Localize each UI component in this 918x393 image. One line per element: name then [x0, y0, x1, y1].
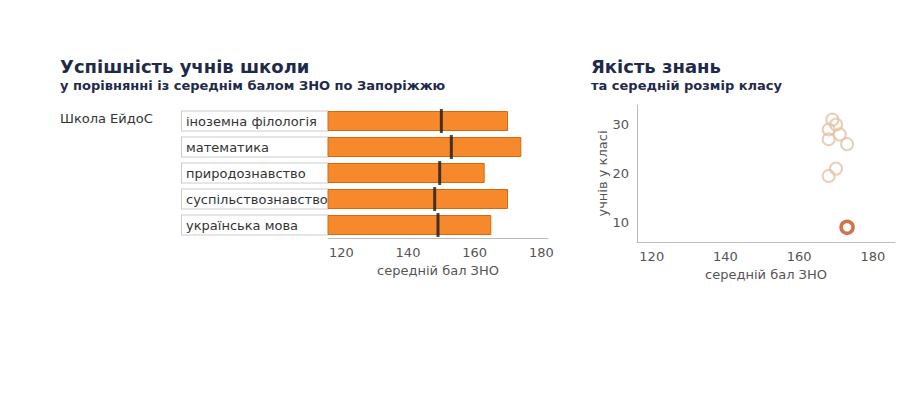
svg-text:природознавство: природознавство — [186, 166, 306, 181]
svg-text:середній бал ЗНО: середній бал ЗНО — [705, 267, 827, 282]
svg-text:30: 30 — [612, 117, 629, 132]
svg-text:Школа ЕйдоС: Школа ЕйдоС — [60, 111, 153, 126]
svg-text:140: 140 — [396, 245, 421, 260]
svg-text:160: 160 — [787, 249, 812, 264]
svg-text:140: 140 — [713, 249, 738, 264]
svg-text:суспільствознавство: суспільствознавство — [186, 192, 328, 207]
svg-text:середній бал ЗНО: середній бал ЗНО — [377, 263, 499, 278]
svg-text:120: 120 — [639, 249, 664, 264]
svg-text:10: 10 — [612, 215, 629, 230]
svg-text:20: 20 — [612, 166, 629, 181]
svg-text:Якість знань: Якість знань — [591, 56, 721, 77]
svg-text:Успішність учнів школи: Успішність учнів школи — [60, 56, 309, 77]
svg-text:та середній розмір класу: та середній розмір класу — [591, 78, 783, 93]
svg-text:180: 180 — [860, 249, 885, 264]
svg-text:120: 120 — [329, 245, 354, 260]
svg-text:у порівнянні із середнім балом: у порівнянні із середнім балом ЗНО по За… — [60, 78, 446, 93]
svg-text:іноземна філологія: іноземна філологія — [186, 114, 317, 129]
svg-text:учнів у класі: учнів у класі — [595, 131, 610, 217]
svg-text:математика: математика — [186, 140, 269, 155]
svg-text:180: 180 — [529, 245, 554, 260]
svg-text:українська мова: українська мова — [186, 218, 298, 233]
svg-text:160: 160 — [462, 245, 487, 260]
